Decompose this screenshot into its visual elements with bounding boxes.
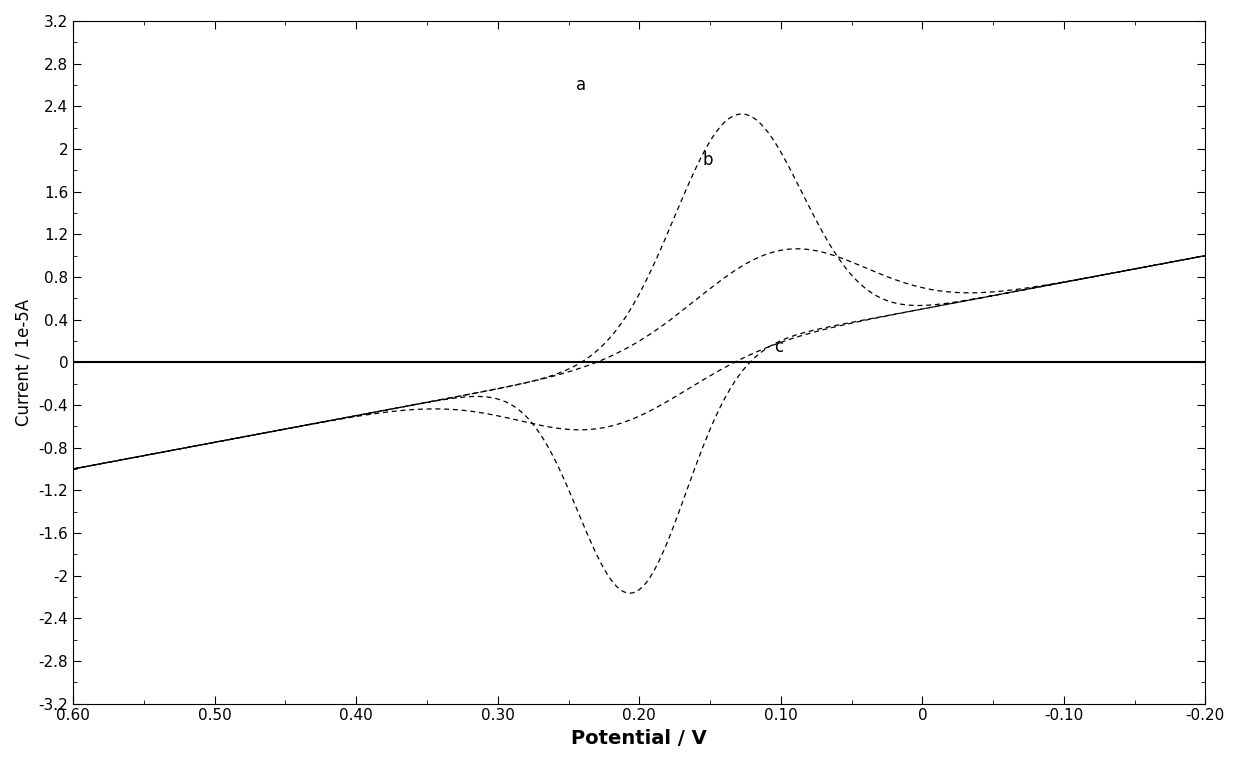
- Y-axis label: Current / 1e-5A: Current / 1e-5A: [15, 299, 33, 426]
- Text: c: c: [774, 337, 782, 356]
- Text: a: a: [575, 76, 585, 95]
- X-axis label: Potential / V: Potential / V: [572, 729, 707, 748]
- Text: b: b: [703, 151, 713, 169]
